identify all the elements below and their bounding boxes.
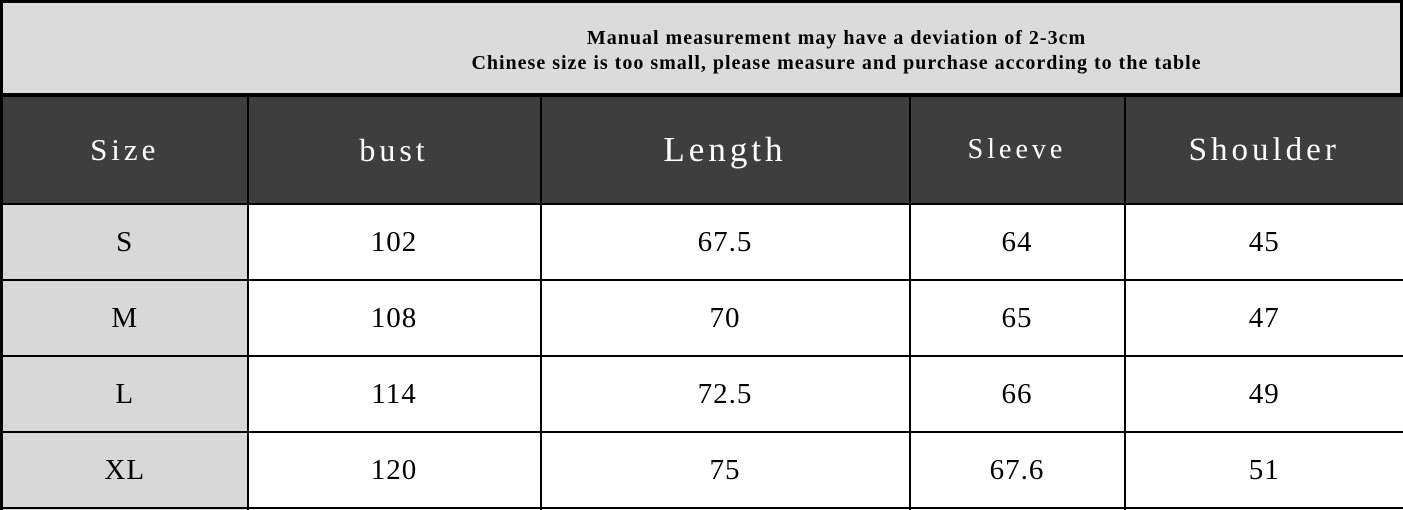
cell-m-size: M <box>0 279 249 357</box>
cell-m-sleeve: 65 <box>908 279 1126 357</box>
cutoff-cell <box>246 507 542 510</box>
cell-s-sleeve: 64 <box>908 203 1126 281</box>
header-row: Size bust Length Sleeve Shoulder <box>0 95 1403 205</box>
col-header-bust: bust <box>246 95 542 205</box>
cutoff-row <box>0 507 1403 510</box>
cell-l-size: L <box>0 355 249 433</box>
note-banner: Manual measurement may have a deviation … <box>0 0 1403 95</box>
cell-l-sleeve: 66 <box>908 355 1126 433</box>
cell-m-length: 70 <box>539 279 911 357</box>
note-line-2: Chinese size is too small, please measur… <box>471 52 1202 74</box>
cutoff-cell <box>0 507 249 510</box>
cell-m-shoulder: 47 <box>1123 279 1403 357</box>
col-header-shoulder: Shoulder <box>1123 95 1403 205</box>
table-row-s: S 102 67.5 64 45 <box>0 203 1403 281</box>
cell-xl-bust: 120 <box>246 431 542 509</box>
note-line-1: Manual measurement may have a deviation … <box>586 27 1087 49</box>
cell-s-length: 67.5 <box>539 203 911 281</box>
cell-xl-length: 75 <box>539 431 911 509</box>
cell-s-size: S <box>0 203 249 281</box>
cell-s-bust: 102 <box>246 203 542 281</box>
cell-s-shoulder: 45 <box>1123 203 1403 281</box>
cell-xl-sleeve: 67.6 <box>908 431 1126 509</box>
cell-xl-size: XL <box>0 431 249 509</box>
cutoff-cell <box>539 507 911 510</box>
col-header-sleeve: Sleeve <box>908 95 1126 205</box>
cutoff-cell <box>1123 507 1403 510</box>
size-table: Size bust Length Sleeve Shoulder S 102 6… <box>0 95 1403 510</box>
col-header-length: Length <box>539 95 911 205</box>
cell-xl-shoulder: 51 <box>1123 431 1403 509</box>
cell-l-shoulder: 49 <box>1123 355 1403 433</box>
table-row-l: L 114 72.5 66 49 <box>0 355 1403 433</box>
cutoff-cell <box>908 507 1126 510</box>
cell-l-length: 72.5 <box>539 355 911 433</box>
cell-m-bust: 108 <box>246 279 542 357</box>
col-header-size: Size <box>0 95 249 205</box>
cell-l-bust: 114 <box>246 355 542 433</box>
table-row-xl: XL 120 75 67.6 51 <box>0 431 1403 509</box>
table-row-m: M 108 70 65 47 <box>0 279 1403 357</box>
